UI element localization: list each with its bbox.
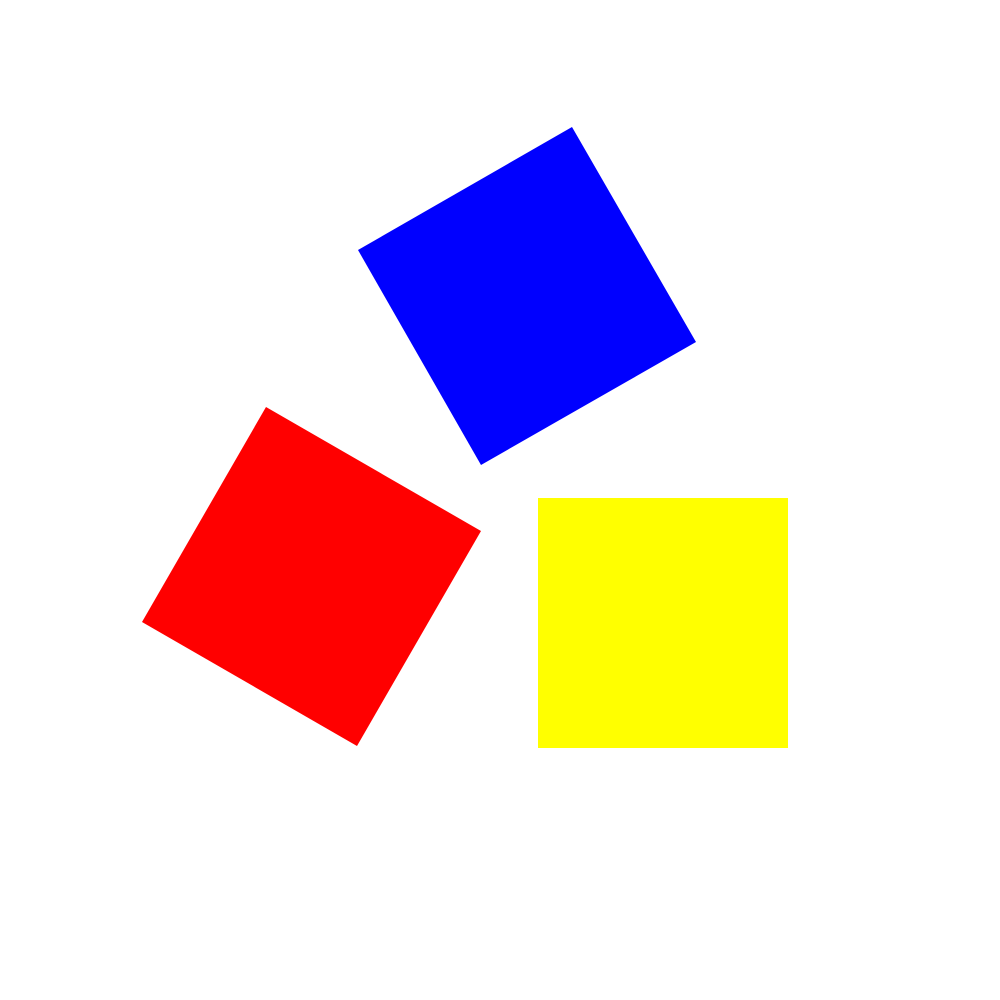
blue-square [358,127,696,465]
red-square [142,407,481,746]
yellow-square [538,498,788,748]
